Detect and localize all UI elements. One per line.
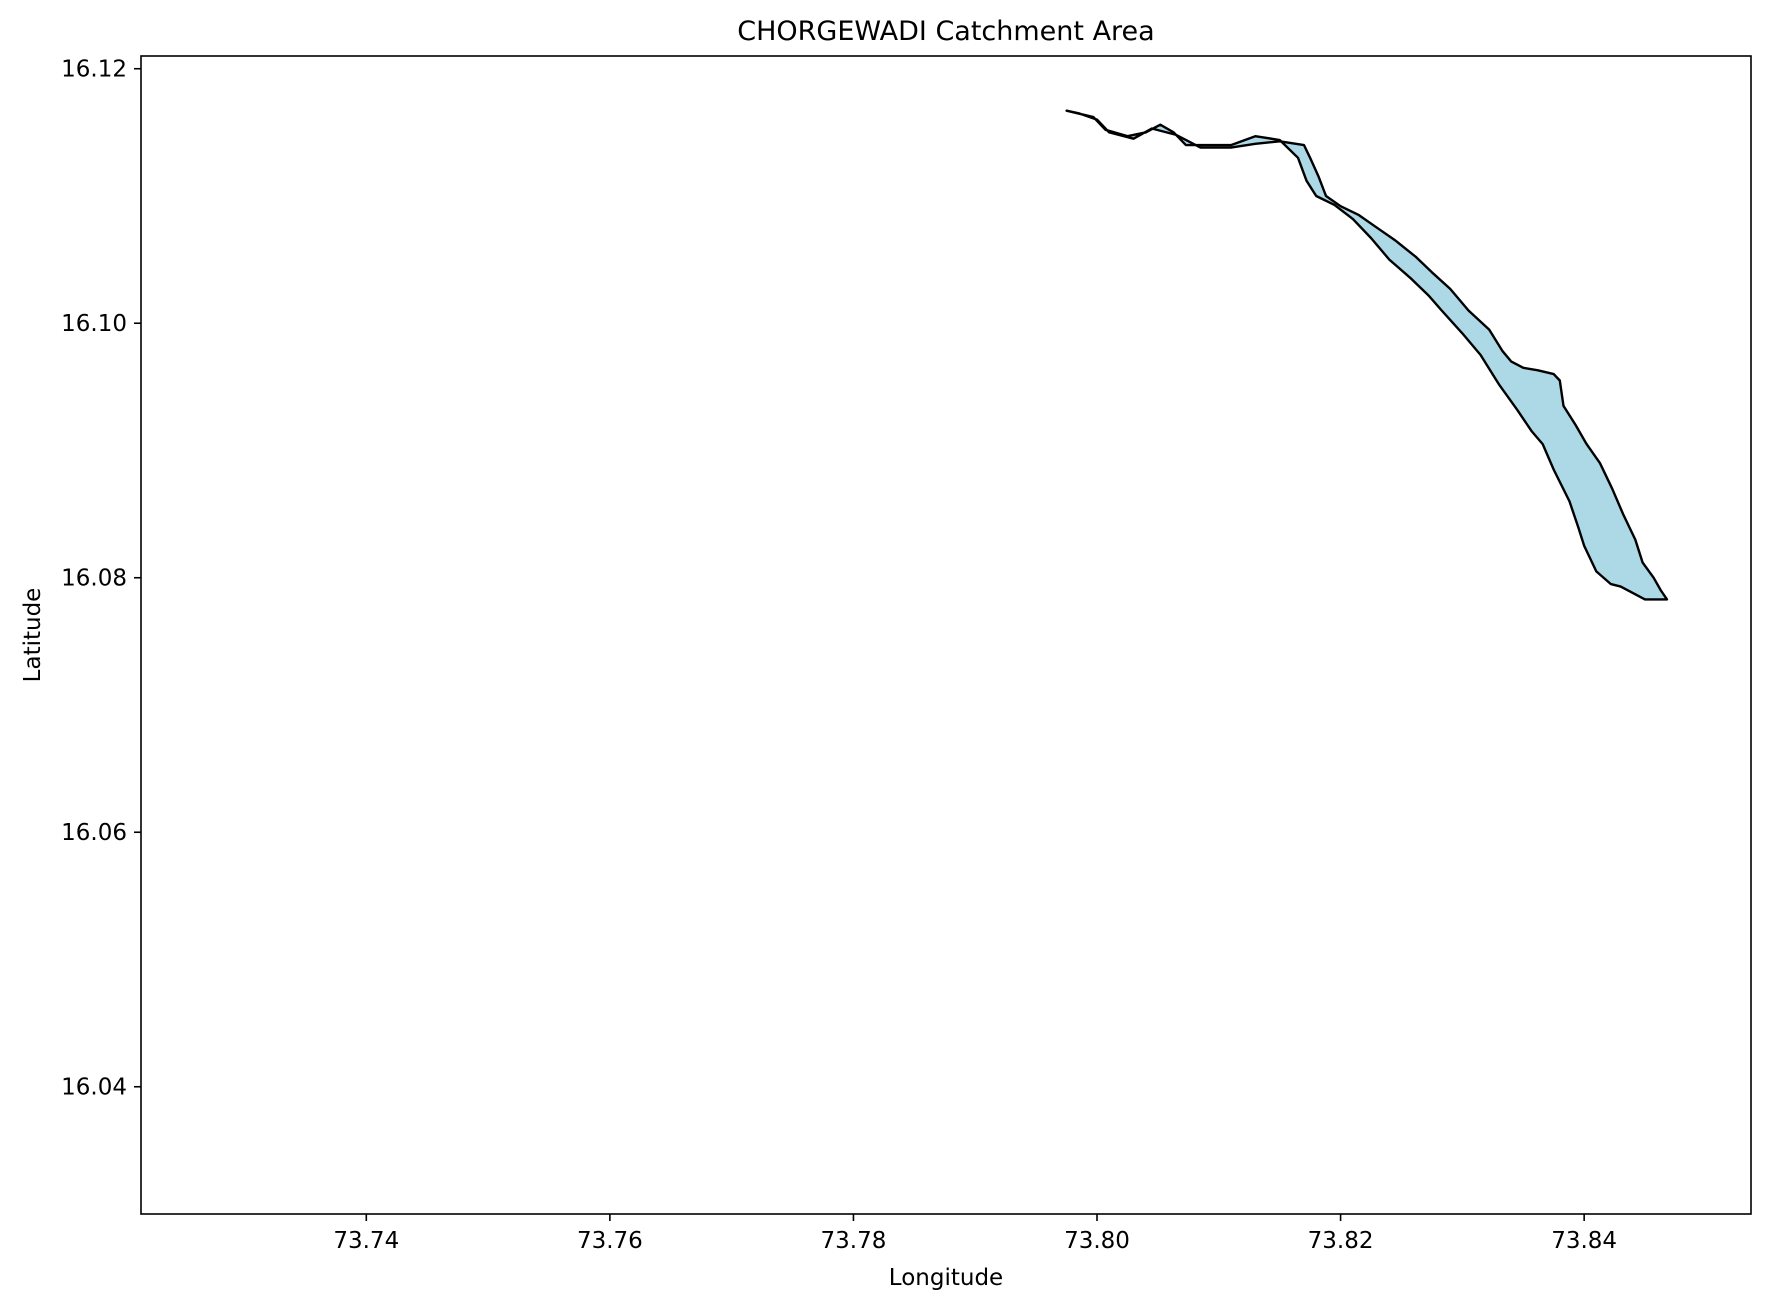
y-tick-label: 16.10 xyxy=(61,311,127,337)
x-axis-label: Longitude xyxy=(889,1265,1003,1291)
x-tick-label: 73.82 xyxy=(1308,1228,1374,1254)
y-tick-label: 16.04 xyxy=(61,1075,127,1101)
y-axis-label: Latitude xyxy=(20,588,46,683)
chart-title: CHORGEWADI Catchment Area xyxy=(737,16,1154,47)
y-tick-label: 16.08 xyxy=(61,566,127,592)
x-tick-label: 73.74 xyxy=(333,1228,399,1254)
x-axis-ticks: 73.74 73.76 73.78 73.80 73.82 73.84 xyxy=(333,1214,1617,1254)
x-tick-label: 73.80 xyxy=(1064,1228,1130,1254)
catchment-area-polygon xyxy=(1065,109,1669,601)
y-axis-ticks: 16.04 16.06 16.08 16.10 16.12 xyxy=(61,57,141,1101)
x-tick-label: 73.78 xyxy=(821,1228,887,1254)
y-tick-label: 16.12 xyxy=(61,57,127,83)
plot-frame xyxy=(140,55,1752,1215)
x-tick-label: 73.76 xyxy=(577,1228,643,1254)
y-tick-label: 16.06 xyxy=(61,820,127,846)
x-tick-label: 73.84 xyxy=(1551,1228,1617,1254)
